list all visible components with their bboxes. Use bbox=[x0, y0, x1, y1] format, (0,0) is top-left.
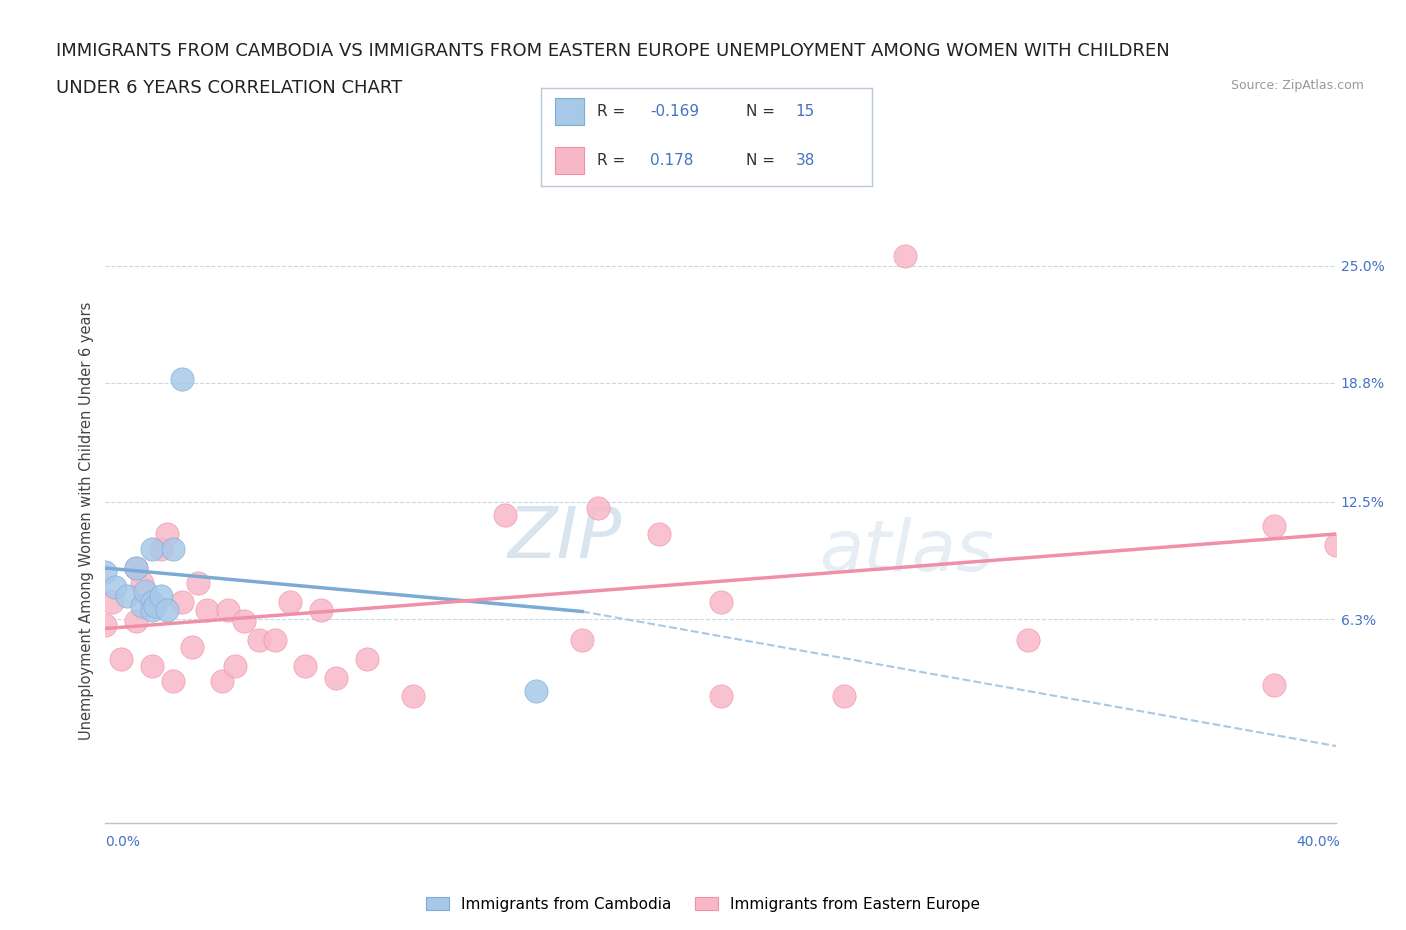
Point bbox=[172, 372, 194, 387]
Point bbox=[402, 689, 425, 704]
Point bbox=[294, 658, 316, 673]
Point bbox=[141, 602, 163, 617]
Text: atlas: atlas bbox=[818, 516, 994, 586]
Point bbox=[356, 651, 378, 666]
Point bbox=[494, 508, 516, 523]
Point bbox=[309, 602, 332, 617]
Text: 40.0%: 40.0% bbox=[1296, 835, 1340, 849]
Text: 0.178: 0.178 bbox=[651, 153, 693, 168]
Text: N =: N = bbox=[747, 104, 780, 119]
Point bbox=[110, 651, 132, 666]
Text: Source: ZipAtlas.com: Source: ZipAtlas.com bbox=[1230, 79, 1364, 92]
Point bbox=[156, 526, 179, 541]
Point bbox=[125, 614, 148, 629]
Point bbox=[1263, 519, 1285, 534]
Point bbox=[586, 500, 609, 515]
Point bbox=[115, 589, 138, 604]
Text: UNDER 6 YEARS CORRELATION CHART: UNDER 6 YEARS CORRELATION CHART bbox=[56, 79, 402, 97]
Point bbox=[1017, 632, 1039, 647]
Text: ZIP: ZIP bbox=[508, 504, 621, 574]
Text: 15: 15 bbox=[796, 104, 815, 119]
Point bbox=[524, 684, 547, 698]
Point bbox=[143, 598, 166, 613]
Point bbox=[180, 640, 202, 655]
Point bbox=[278, 594, 301, 609]
Text: R =: R = bbox=[598, 104, 631, 119]
Point bbox=[710, 594, 733, 609]
Point bbox=[149, 589, 172, 604]
Point bbox=[1324, 538, 1347, 552]
Point bbox=[1263, 678, 1285, 693]
Point bbox=[247, 632, 270, 647]
Bar bbox=[554, 147, 585, 174]
Point bbox=[131, 598, 153, 613]
Point bbox=[94, 565, 117, 579]
Point bbox=[232, 614, 254, 629]
Text: R =: R = bbox=[598, 153, 631, 168]
Point bbox=[104, 579, 127, 594]
Point bbox=[571, 632, 593, 647]
Point bbox=[211, 674, 233, 689]
Point bbox=[131, 576, 153, 591]
Point bbox=[125, 561, 148, 576]
Point bbox=[162, 674, 184, 689]
Text: -0.169: -0.169 bbox=[651, 104, 699, 119]
Point bbox=[894, 249, 917, 264]
Point bbox=[195, 602, 218, 617]
Point bbox=[187, 576, 209, 591]
Point bbox=[94, 618, 117, 632]
Text: IMMIGRANTS FROM CAMBODIA VS IMMIGRANTS FROM EASTERN EUROPE UNEMPLOYMENT AMONG WO: IMMIGRANTS FROM CAMBODIA VS IMMIGRANTS F… bbox=[56, 42, 1170, 60]
Point bbox=[141, 541, 163, 556]
Point bbox=[325, 671, 347, 685]
Point bbox=[149, 541, 172, 556]
Point bbox=[263, 632, 285, 647]
Point bbox=[162, 541, 184, 556]
Bar bbox=[554, 99, 585, 126]
Point bbox=[710, 689, 733, 704]
Point bbox=[648, 526, 671, 541]
Text: N =: N = bbox=[747, 153, 780, 168]
Y-axis label: Unemployment Among Women with Children Under 6 years: Unemployment Among Women with Children U… bbox=[79, 301, 94, 740]
Point bbox=[134, 583, 156, 598]
Point bbox=[125, 561, 148, 576]
Point bbox=[100, 594, 122, 609]
Point bbox=[141, 594, 163, 609]
Point bbox=[218, 602, 240, 617]
Point bbox=[224, 658, 246, 673]
Point bbox=[172, 594, 194, 609]
Point bbox=[832, 689, 855, 704]
Point bbox=[141, 658, 163, 673]
Text: 0.0%: 0.0% bbox=[105, 835, 141, 849]
Point bbox=[156, 602, 179, 617]
Legend: Immigrants from Cambodia, Immigrants from Eastern Europe: Immigrants from Cambodia, Immigrants fro… bbox=[420, 890, 986, 918]
Text: 38: 38 bbox=[796, 153, 815, 168]
